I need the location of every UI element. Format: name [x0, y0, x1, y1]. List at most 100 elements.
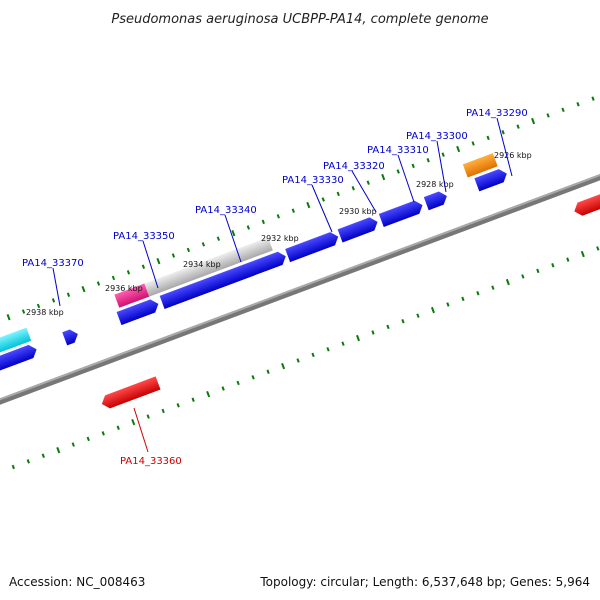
minor-tick — [251, 375, 255, 380]
minor-tick — [161, 408, 165, 414]
major-tick — [580, 250, 585, 258]
minor-tick — [236, 380, 240, 386]
major-tick — [281, 362, 286, 370]
minor-tick — [276, 214, 280, 219]
gene-PA14_33290-feature — [474, 169, 507, 192]
genome-summary-text: Topology: circular; Length: 6,537,648 bp… — [259, 575, 590, 589]
minor-tick — [371, 330, 375, 335]
minor-tick — [126, 270, 131, 275]
minor-tick — [386, 324, 390, 330]
gene-PA14_33330-feature — [285, 232, 339, 263]
minor-tick — [66, 292, 71, 297]
gene-label-PA14_33330[interactable]: PA14_33330 — [282, 175, 344, 186]
minor-tick — [501, 130, 505, 135]
label-leader-reverse — [133, 407, 149, 453]
minor-tick — [41, 453, 45, 458]
minor-tick — [591, 96, 595, 101]
minor-tick — [411, 163, 415, 169]
minor-tick — [576, 102, 580, 107]
minor-tick — [516, 124, 520, 129]
minor-tick — [261, 219, 265, 225]
minor-tick — [101, 431, 105, 436]
gene-PA14_33360-feature — [101, 376, 161, 409]
tick-label: 2934 kbp — [183, 260, 221, 269]
minor-tick — [341, 341, 345, 346]
gene-PA14_33350-feature — [114, 283, 150, 308]
gene-label-PA14_33340[interactable]: PA14_33340 — [195, 205, 257, 216]
minor-tick — [311, 352, 315, 358]
minor-tick — [96, 281, 101, 286]
map-title: Pseudomonas aeruginosa UCBPP-PA14, compl… — [111, 12, 488, 27]
minor-tick — [566, 257, 570, 262]
major-tick — [56, 447, 61, 454]
minor-tick — [551, 263, 555, 268]
gene-label-PA14_33310[interactable]: PA14_33310 — [367, 145, 429, 156]
minor-tick — [336, 191, 340, 197]
minor-tick — [186, 247, 191, 253]
major-tick — [6, 313, 11, 321]
tick-marks — [6, 96, 600, 470]
forward-gene-feature — [116, 299, 159, 326]
small-forward-gene — [62, 329, 78, 346]
gene-label-PA14_33300[interactable]: PA14_33300 — [406, 131, 468, 142]
major-tick — [356, 334, 361, 342]
reverse-gene-feature — [574, 186, 600, 216]
minor-tick — [326, 347, 330, 352]
gene-label-PA14_33320[interactable]: PA14_33320 — [323, 161, 385, 172]
major-tick — [231, 229, 236, 237]
cyan-gene-feature — [0, 327, 32, 356]
tick-label: 2930 kbp — [339, 207, 377, 216]
gene-label-PA14_33360[interactable]: PA14_33360 — [120, 456, 182, 467]
gene-PA14_33300-feature — [423, 191, 447, 211]
minor-tick — [221, 386, 225, 391]
gene-label-PA14_33350[interactable]: PA14_33350 — [113, 231, 175, 242]
minor-tick — [141, 264, 146, 269]
minor-tick — [521, 274, 525, 279]
gene-label-PA14_33290[interactable]: PA14_33290 — [466, 108, 528, 119]
minor-tick — [546, 113, 550, 118]
gene-PA14_33370-feature — [0, 344, 37, 372]
minor-tick — [461, 296, 465, 302]
gene-PA14_33320-feature — [337, 217, 378, 243]
major-tick — [505, 278, 510, 286]
major-tick — [306, 201, 311, 209]
minor-tick — [171, 253, 176, 258]
minor-tick — [146, 414, 150, 419]
minor-tick — [176, 403, 180, 408]
major-tick — [206, 390, 211, 398]
gene-label-PA14_33370[interactable]: PA14_33370 — [22, 258, 84, 269]
major-tick — [81, 285, 86, 293]
minor-tick — [471, 141, 475, 146]
minor-tick — [36, 303, 41, 309]
gene-PA14_33340-feature — [159, 251, 286, 309]
major-tick — [430, 306, 435, 314]
minor-tick — [491, 285, 495, 290]
scale-labels: 2926 kbp 2928 kbp 2930 kbp 2932 kbp 2934… — [26, 151, 532, 317]
major-tick — [131, 418, 136, 426]
minor-tick — [71, 442, 75, 447]
major-tick — [531, 117, 536, 125]
gene-PA14_33310-feature — [378, 200, 423, 228]
minor-tick — [111, 275, 116, 281]
tick-label: 2928 kbp — [416, 180, 454, 189]
minor-tick — [26, 459, 30, 464]
minor-tick — [486, 135, 490, 141]
minor-tick — [476, 291, 480, 296]
major-tick — [156, 257, 161, 265]
minor-tick — [351, 186, 355, 191]
minor-tick — [291, 208, 295, 213]
minor-tick — [441, 152, 445, 157]
minor-tick — [51, 298, 56, 303]
minor-tick — [246, 225, 250, 230]
tick-label: 2926 kbp — [494, 151, 532, 160]
tick-label: 2936 kbp — [105, 284, 143, 293]
minor-tick — [426, 158, 430, 163]
tick-label: 2938 kbp — [26, 308, 64, 317]
minor-tick — [191, 397, 195, 402]
minor-tick — [366, 180, 370, 185]
minor-tick — [536, 268, 540, 274]
minor-tick — [446, 302, 450, 307]
minor-tick — [21, 309, 26, 314]
minor-tick — [561, 107, 565, 113]
